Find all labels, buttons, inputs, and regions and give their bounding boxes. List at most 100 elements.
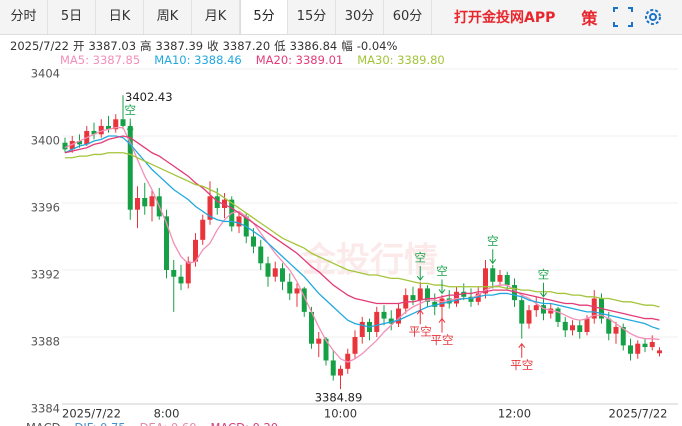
candle-body [345,353,351,369]
candle-body [635,343,641,354]
toolbar-icons[interactable] [607,0,667,34]
candle-body [461,291,467,297]
period-tab[interactable]: 日K [96,0,144,34]
candle-body [91,130,97,135]
ma-legend: MA5: 3387.85 MA10: 3388.46 MA20: 3389.01 MA… [60,53,459,67]
ma-line [65,152,660,308]
candle-body [301,288,307,312]
candle-body [570,325,575,331]
settings-icon[interactable] [645,9,662,25]
candle-body [454,291,459,304]
candle-body [236,216,242,227]
quote-field-value: 3387.20 [222,39,271,53]
candle-body [512,285,517,301]
quote-field-value: 3386.84 [289,39,338,53]
short-signal-arrow [489,249,497,265]
candle-body [294,288,300,294]
candle-body [171,270,177,277]
candle-body [185,261,191,284]
short-signal-label: 空 [436,264,448,278]
candle-body [526,310,532,324]
candle-body [620,326,626,346]
candle-body [207,196,213,220]
candle-body [381,311,387,319]
candle-body [555,308,561,322]
short-signal-arrow [126,118,134,134]
y-tick-label: 3396 [31,201,60,215]
period-tab[interactable]: 月K [192,0,240,34]
short-signal-label: 空 [538,267,550,281]
candle-body [519,300,525,324]
fullscreen-icon[interactable] [613,7,634,27]
macd-legend-entry: DIF: 0.75 [74,421,125,426]
candle-body [251,236,256,247]
candle-body [606,318,612,334]
candle-body [265,263,271,277]
candle-body [497,275,503,282]
ma-line [64,135,660,330]
short-signal-arrow [540,282,547,298]
candle-body [178,276,184,284]
ma-legend-entry: MA20: 3389.01 [255,53,344,67]
candle-body [258,246,264,264]
x-tick-label: 2025/7/22 [62,407,121,421]
candle-body [541,305,546,314]
candle-body [106,125,111,130]
period-tab[interactable]: 周K [144,0,192,34]
candle-body [214,196,220,209]
quote-field-value: 3387.39 [155,39,204,53]
candle-body [388,318,394,324]
candle-body [425,288,430,302]
macd-legend-entry: MACD: 0.20 [211,421,279,426]
candle-body [338,368,343,376]
candle-body [352,337,358,354]
candle-body [120,119,126,126]
x-tick-label: 8:00 [154,407,180,421]
candle-body [316,338,322,344]
candle-body [642,343,648,348]
y-tick-label: 3404 [31,67,60,81]
strategy-button[interactable]: 策 [581,9,598,28]
y-tick-label: 3384 [31,402,60,416]
ma-line [64,126,660,363]
quote-field-label: 高 [140,39,152,53]
candle-body [475,293,481,302]
candle-body [359,321,365,337]
candle-body [504,275,510,286]
open-app-link[interactable]: 打开金投网APP [454,10,556,26]
period-tab[interactable]: 30分 [336,0,384,34]
candle-body [113,119,119,130]
watermark: 金投行情 [301,241,438,281]
period-tab[interactable]: 60分 [384,0,432,34]
period-tab[interactable]: 5分 [240,0,288,34]
candle-body [127,125,133,210]
candle-body [280,268,285,282]
candle-body [330,360,336,376]
candle-body [142,197,148,207]
candle-body [628,345,633,354]
candle-body [417,288,423,301]
quote-info: 2025/7/22 开 3387.03 高 3387.39 收 3387.20 低 3386.8… [10,38,401,54]
candle-body [533,305,539,311]
cover-signal-label: 平空 [510,358,533,372]
quote-field-label: 幅 [341,39,353,53]
ma-line [64,135,660,321]
candle-body [548,308,554,314]
period-tab[interactable]: 15分 [288,0,336,34]
quote-date: 2025/7/22 [10,39,69,53]
candle-body [62,142,68,150]
candle-body [410,295,416,301]
period-tab[interactable]: 分时 [0,0,48,34]
high-label: 3402.43 [125,90,173,104]
cover-signal-arrow [438,317,446,333]
low-label: 3384.89 [315,391,363,405]
candle-body [591,298,597,319]
candle-body [374,311,380,332]
candle-body [164,216,169,270]
period-tabs: 分时 5日 日K 周K 月K 5分 15分 30分 60分 打开金投网APP 策 [0,0,682,35]
candle-body [323,338,329,361]
period-tab[interactable]: 5日 [48,0,96,34]
y-tick-label: 3388 [31,335,60,349]
candle-body [613,326,619,334]
